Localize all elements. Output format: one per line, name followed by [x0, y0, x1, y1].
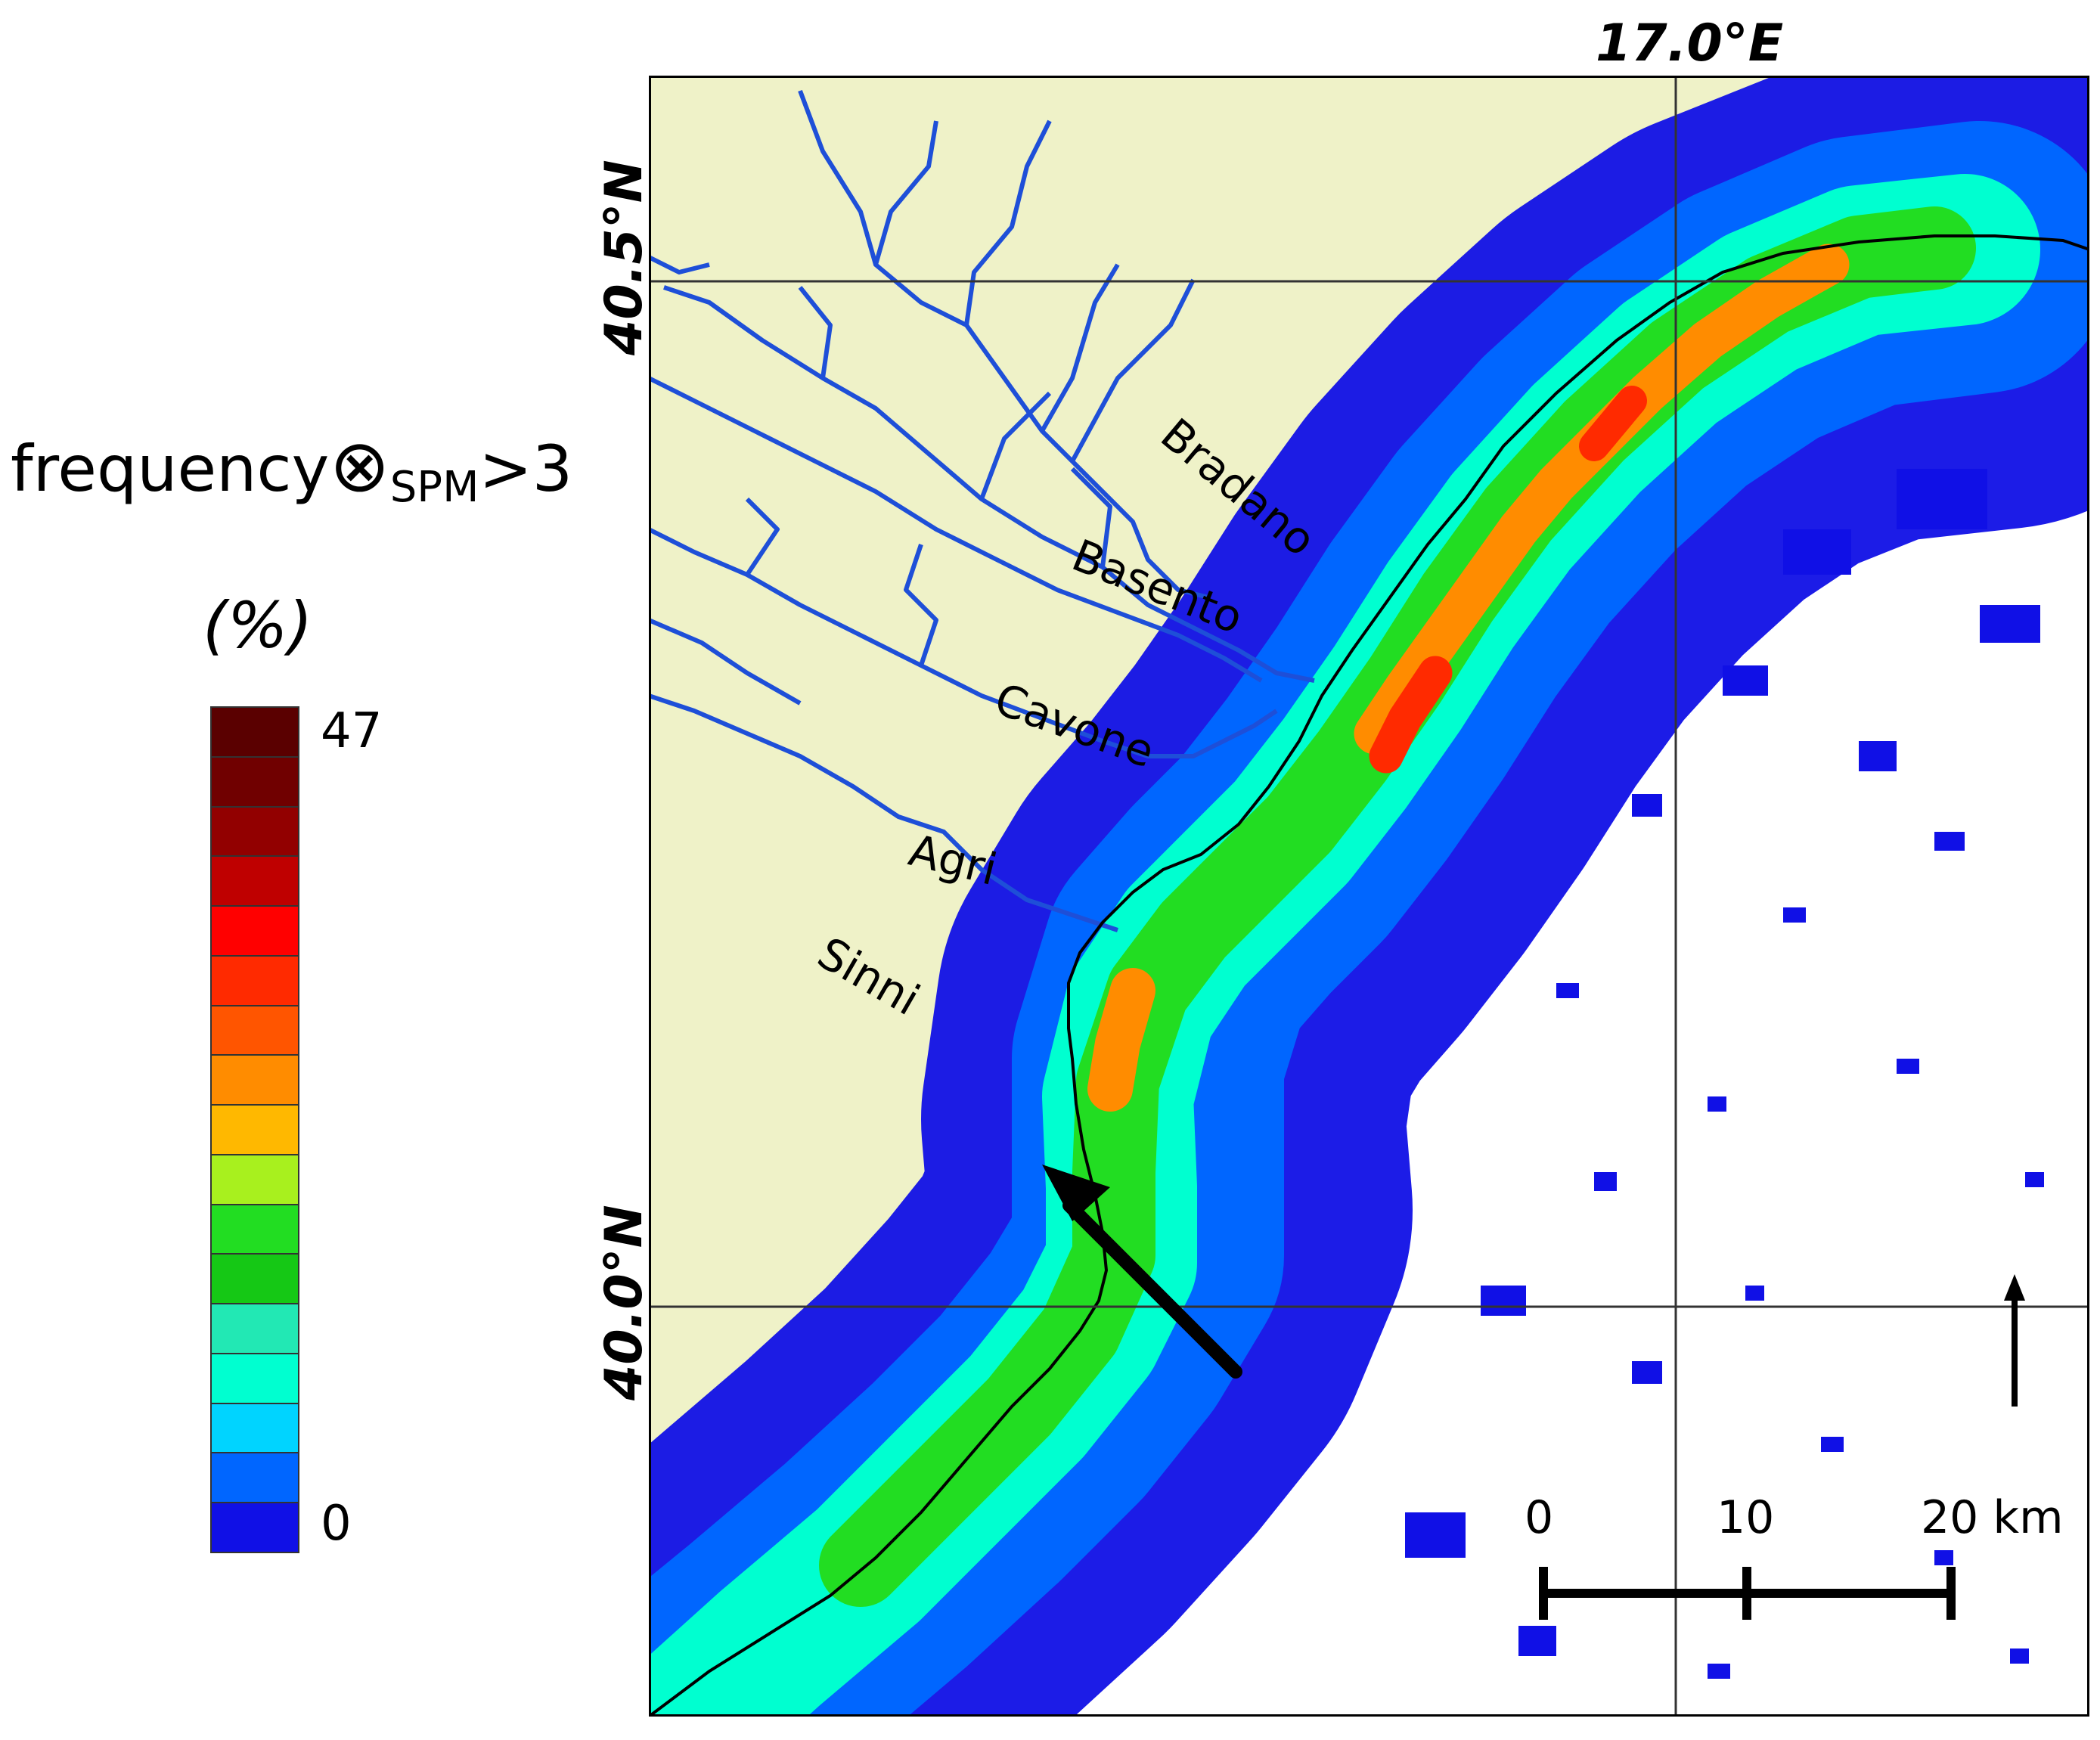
river-basento: [663, 285, 1315, 683]
colorbar-cell: [212, 1403, 298, 1454]
colorbar-cell: [212, 1304, 298, 1354]
colorbar-max-label: 47: [321, 703, 383, 759]
map-panel: [649, 76, 2089, 1717]
longitude-label: 17.0°E: [1596, 14, 1784, 73]
legend-title-symbol: ⊗: [329, 423, 390, 508]
north-arrow: [2004, 1274, 2025, 1407]
colorbar-cell: [212, 1155, 298, 1205]
open-sea-pixels: [1405, 469, 2044, 1679]
colorbar-min-label: 0: [321, 1496, 352, 1552]
colorbar-cell: [212, 1205, 298, 1255]
river-cavone: [649, 376, 1263, 683]
colorbar-cell: [212, 1006, 298, 1056]
colorbar-cell: [212, 1453, 298, 1504]
colorbar-cell: [212, 1255, 298, 1305]
legend-title-sub: SPM: [389, 463, 479, 512]
colorbar-cell: [212, 1354, 298, 1404]
river-sinni: [649, 693, 1118, 932]
latitude-label-north: 40.5°N: [594, 160, 654, 355]
colorbar-cell: [212, 1503, 298, 1552]
colorbar: [210, 706, 299, 1553]
colorbar-cell: [212, 956, 298, 1006]
plume-arrow: [1042, 1165, 1242, 1379]
river-network: [649, 89, 1315, 932]
coastline: [649, 234, 2089, 1717]
scale-label-10: 10: [1717, 1491, 1775, 1544]
legend-title-tail: >3: [479, 432, 573, 506]
legend-title-main: frequency: [11, 432, 330, 506]
colorbar-cell: [212, 757, 298, 808]
latitude-label-south: 40.0°N: [594, 1205, 654, 1400]
scale-label-20km: 20 km: [1921, 1491, 2064, 1544]
river-agri: [649, 527, 1278, 758]
colorbar-cell: [212, 708, 298, 758]
scale-label-0: 0: [1525, 1491, 1554, 1544]
colorbar-cell: [212, 907, 298, 957]
river-bradano: [798, 89, 1209, 600]
colorbar-cell: [212, 1106, 298, 1155]
scale-bar: [1539, 1567, 1956, 1620]
map-canvas: [649, 76, 2089, 1717]
legend-title: frequency⊗SPM>3: [11, 423, 572, 512]
legend-unit: (%): [203, 588, 313, 662]
colorbar-cell: [212, 807, 298, 858]
turbidity-plume: [649, 76, 2089, 1717]
colorbar-cell: [212, 1056, 298, 1106]
colorbar-cell: [212, 857, 298, 907]
